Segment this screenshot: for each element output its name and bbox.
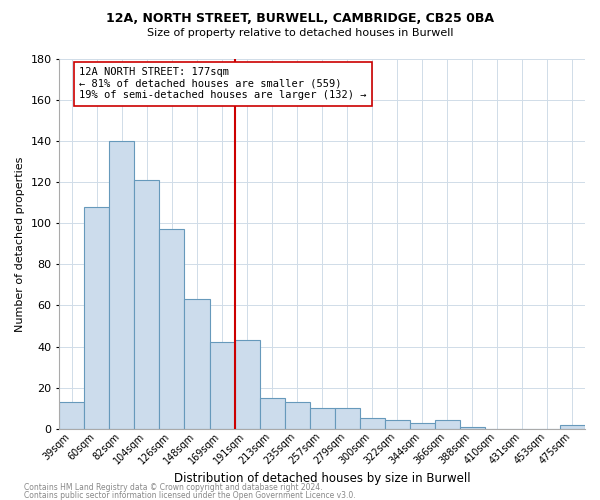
Bar <box>410 422 435 428</box>
Text: Contains HM Land Registry data © Crown copyright and database right 2024.: Contains HM Land Registry data © Crown c… <box>24 484 323 492</box>
Bar <box>435 420 460 428</box>
Y-axis label: Number of detached properties: Number of detached properties <box>15 156 25 332</box>
Text: 12A NORTH STREET: 177sqm
← 81% of detached houses are smaller (559)
19% of semi-: 12A NORTH STREET: 177sqm ← 81% of detach… <box>79 67 367 100</box>
Bar <box>360 418 385 428</box>
Bar <box>385 420 410 428</box>
Bar <box>209 342 235 428</box>
Bar <box>235 340 260 428</box>
Bar <box>260 398 284 428</box>
Bar <box>85 207 109 428</box>
Bar <box>335 408 360 428</box>
Text: 12A, NORTH STREET, BURWELL, CAMBRIDGE, CB25 0BA: 12A, NORTH STREET, BURWELL, CAMBRIDGE, C… <box>106 12 494 26</box>
Bar <box>59 402 85 428</box>
Bar <box>560 424 585 428</box>
Bar <box>109 141 134 428</box>
Text: Size of property relative to detached houses in Burwell: Size of property relative to detached ho… <box>147 28 453 38</box>
Bar <box>134 180 160 428</box>
Bar <box>310 408 335 428</box>
Bar <box>184 300 209 428</box>
Bar <box>284 402 310 428</box>
Bar <box>160 230 184 428</box>
Text: Contains public sector information licensed under the Open Government Licence v3: Contains public sector information licen… <box>24 490 356 500</box>
X-axis label: Distribution of detached houses by size in Burwell: Distribution of detached houses by size … <box>174 472 470 485</box>
Bar <box>460 426 485 428</box>
